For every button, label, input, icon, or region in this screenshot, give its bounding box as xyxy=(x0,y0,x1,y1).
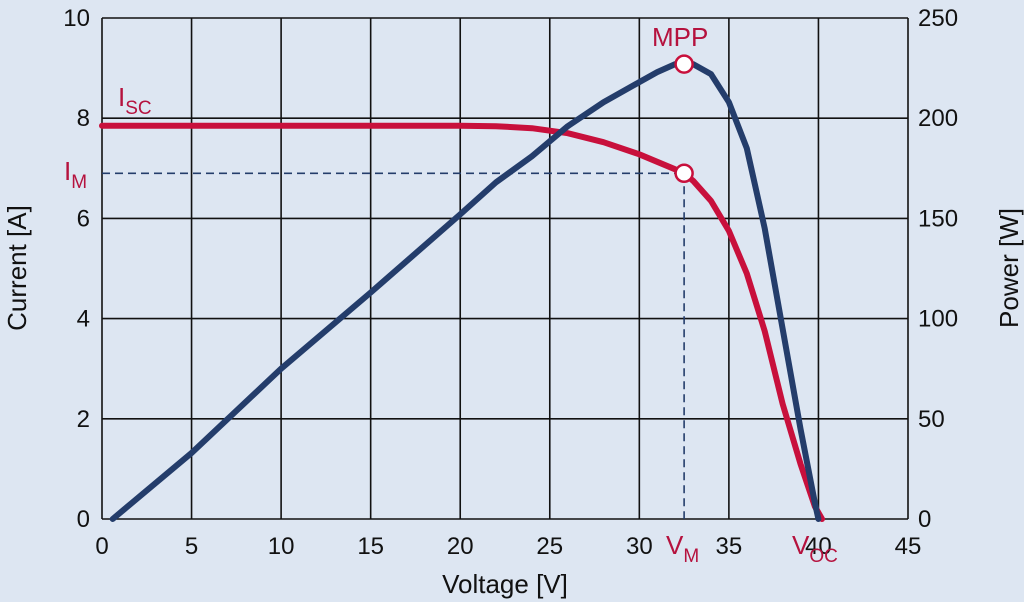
y-left-tick-label: 10 xyxy=(63,5,90,32)
y-left-axis-label: Current [A] xyxy=(2,205,32,331)
mpp-current-marker xyxy=(674,163,694,184)
y-right-tick-label: 200 xyxy=(918,105,958,132)
current-curve xyxy=(99,122,825,522)
y-right-axis-label: Power [W] xyxy=(994,208,1024,328)
x-tick-label: 25 xyxy=(536,533,563,560)
y-left-tick-label: 6 xyxy=(77,205,90,232)
mpp-markers xyxy=(674,54,694,184)
y-left-tick-label: 4 xyxy=(77,306,90,333)
y-left-tick-label: 0 xyxy=(77,506,90,533)
x-tick-label: 45 xyxy=(895,533,922,560)
mpp-reference-lines xyxy=(102,172,685,519)
voc-label: VOC xyxy=(792,530,838,567)
plot-area xyxy=(102,18,908,519)
power-curve xyxy=(109,61,822,522)
im-label: IM xyxy=(64,156,87,193)
x-tick-label: 15 xyxy=(357,533,384,560)
y-right-tick-label: 0 xyxy=(918,506,931,533)
x-tick-label: 30 xyxy=(626,533,653,560)
y-left-tick-labels: 0 2 4 6 8 10 xyxy=(63,5,90,533)
mpp-power-marker xyxy=(674,54,694,74)
grid xyxy=(101,17,909,520)
x-tick-label: 10 xyxy=(268,533,295,560)
x-tick-label: 5 xyxy=(185,533,198,560)
x-tick-labels: 0 5 10 15 20 25 30 35 40 45 xyxy=(95,533,921,560)
y-right-tick-label: 50 xyxy=(918,406,945,433)
y-left-tick-label: 2 xyxy=(77,406,90,433)
x-tick-label: 35 xyxy=(716,533,743,560)
y-right-tick-labels: 0 50 100 150 200 250 xyxy=(918,5,958,533)
y-left-tick-label: 8 xyxy=(77,105,90,132)
x-tick-label: 40 xyxy=(805,533,832,560)
y-right-tick-label: 100 xyxy=(918,306,958,333)
series-group xyxy=(99,61,825,522)
vm-label: VM xyxy=(666,530,699,567)
isc-label: ISC xyxy=(118,82,152,119)
x-tick-label: 0 xyxy=(95,533,108,560)
x-axis-label: Voltage [V] xyxy=(442,569,568,599)
x-tick-label: 20 xyxy=(447,533,474,560)
y-right-tick-label: 250 xyxy=(918,5,958,32)
y-right-tick-label: 150 xyxy=(918,205,958,232)
mpp-label: MPP xyxy=(652,22,708,52)
